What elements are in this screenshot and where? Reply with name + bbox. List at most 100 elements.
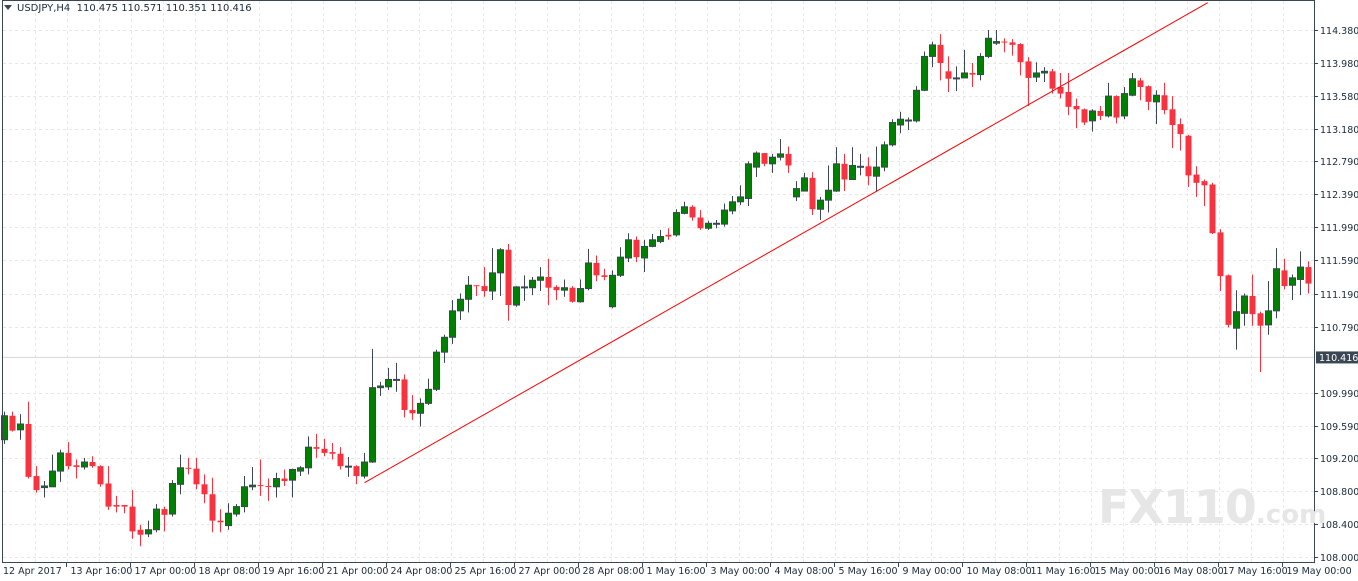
candle[interactable] bbox=[825, 165, 832, 213]
candle[interactable] bbox=[953, 66, 960, 92]
candle[interactable] bbox=[17, 414, 24, 440]
candle[interactable] bbox=[257, 459, 264, 496]
time-axis[interactable]: 12 Apr 2017 13 Apr 16:00 17 Apr 00:00 18 Ap… bbox=[3, 562, 1352, 577]
candle[interactable] bbox=[81, 457, 88, 470]
collapse-triangle-icon[interactable] bbox=[4, 5, 12, 10]
candle[interactable] bbox=[625, 233, 632, 263]
candle[interactable] bbox=[1081, 108, 1088, 125]
candle[interactable] bbox=[753, 151, 760, 178]
candle[interactable] bbox=[457, 293, 464, 320]
candle[interactable] bbox=[369, 348, 376, 463]
candle[interactable] bbox=[977, 53, 984, 81]
candle[interactable] bbox=[1073, 98, 1080, 129]
candle[interactable] bbox=[441, 334, 448, 363]
candle[interactable] bbox=[49, 454, 56, 488]
candle[interactable] bbox=[793, 181, 800, 201]
candle[interactable] bbox=[297, 466, 304, 477]
candle[interactable] bbox=[633, 236, 640, 263]
candle[interactable] bbox=[249, 466, 256, 491]
candle[interactable] bbox=[713, 219, 720, 229]
candle[interactable] bbox=[1233, 290, 1240, 350]
candle[interactable] bbox=[337, 447, 344, 470]
candle[interactable] bbox=[553, 285, 560, 301]
candle[interactable] bbox=[1305, 261, 1312, 294]
candle[interactable] bbox=[1057, 72, 1064, 99]
candle[interactable] bbox=[721, 203, 728, 227]
candle[interactable] bbox=[305, 436, 312, 475]
candle[interactable] bbox=[217, 509, 224, 533]
candle[interactable] bbox=[585, 248, 592, 291]
candle[interactable] bbox=[265, 478, 272, 501]
candle[interactable] bbox=[913, 86, 920, 123]
candle[interactable] bbox=[1113, 95, 1120, 124]
candle[interactable] bbox=[921, 51, 928, 92]
candle[interactable] bbox=[1217, 229, 1224, 292]
candle[interactable] bbox=[273, 472, 280, 498]
candle[interactable] bbox=[729, 196, 736, 215]
candle[interactable] bbox=[329, 443, 336, 460]
candle[interactable] bbox=[609, 270, 616, 309]
candle[interactable] bbox=[233, 504, 240, 517]
candle[interactable] bbox=[769, 153, 776, 173]
candle[interactable] bbox=[1145, 85, 1152, 111]
candle[interactable] bbox=[1185, 134, 1192, 187]
candle[interactable] bbox=[1161, 82, 1168, 115]
candle[interactable] bbox=[833, 147, 840, 192]
candle[interactable] bbox=[97, 465, 104, 487]
candle[interactable] bbox=[1001, 38, 1008, 53]
candle[interactable] bbox=[617, 247, 624, 277]
candle[interactable] bbox=[281, 469, 288, 486]
candle[interactable] bbox=[1097, 105, 1104, 121]
candle[interactable] bbox=[601, 268, 608, 281]
candle[interactable] bbox=[673, 209, 680, 237]
candle[interactable] bbox=[985, 30, 992, 59]
candle[interactable] bbox=[241, 476, 248, 513]
candle[interactable] bbox=[121, 504, 128, 514]
candle[interactable] bbox=[1209, 182, 1216, 235]
candle[interactable] bbox=[1193, 166, 1200, 197]
candle[interactable] bbox=[1009, 39, 1016, 56]
price-axis[interactable]: 114.380 113.980 113.580 113.180 112.790 112.3… bbox=[1314, 26, 1358, 564]
candle[interactable] bbox=[1041, 67, 1048, 83]
candle[interactable] bbox=[465, 276, 472, 313]
trendline[interactable] bbox=[364, 2, 1208, 484]
candle[interactable] bbox=[9, 411, 16, 432]
candle[interactable] bbox=[1065, 72, 1072, 116]
candle[interactable] bbox=[857, 153, 864, 176]
candle[interactable] bbox=[489, 248, 496, 301]
candle[interactable] bbox=[569, 286, 576, 303]
candle[interactable] bbox=[1169, 96, 1176, 149]
candle[interactable] bbox=[889, 119, 896, 147]
candle[interactable] bbox=[1241, 293, 1248, 326]
candle[interactable] bbox=[481, 267, 488, 297]
candle[interactable] bbox=[129, 490, 136, 539]
candle[interactable] bbox=[993, 30, 1000, 45]
candle[interactable] bbox=[657, 229, 664, 244]
candle[interactable] bbox=[865, 157, 872, 186]
candle[interactable] bbox=[65, 442, 72, 470]
candle[interactable] bbox=[801, 172, 808, 192]
candle[interactable] bbox=[353, 465, 360, 485]
candle[interactable] bbox=[809, 172, 816, 216]
candle[interactable] bbox=[321, 438, 328, 457]
candle[interactable] bbox=[513, 286, 520, 307]
candle[interactable] bbox=[361, 452, 368, 479]
candle[interactable] bbox=[449, 300, 456, 344]
candle[interactable] bbox=[697, 210, 704, 230]
candle[interactable] bbox=[73, 459, 80, 479]
candle[interactable] bbox=[393, 362, 400, 392]
candle[interactable] bbox=[1137, 77, 1144, 101]
candle[interactable] bbox=[137, 524, 144, 547]
candle[interactable] bbox=[1, 411, 8, 444]
candle[interactable] bbox=[641, 239, 648, 273]
candle[interactable] bbox=[537, 267, 544, 292]
candle[interactable] bbox=[1049, 68, 1056, 94]
candle[interactable] bbox=[409, 395, 416, 420]
candle[interactable] bbox=[177, 454, 184, 495]
candle[interactable] bbox=[433, 349, 440, 391]
candle[interactable] bbox=[841, 153, 848, 192]
candle[interactable] bbox=[89, 456, 96, 468]
candle[interactable] bbox=[1265, 281, 1272, 335]
candle[interactable] bbox=[345, 457, 352, 477]
candle[interactable] bbox=[1225, 274, 1232, 328]
